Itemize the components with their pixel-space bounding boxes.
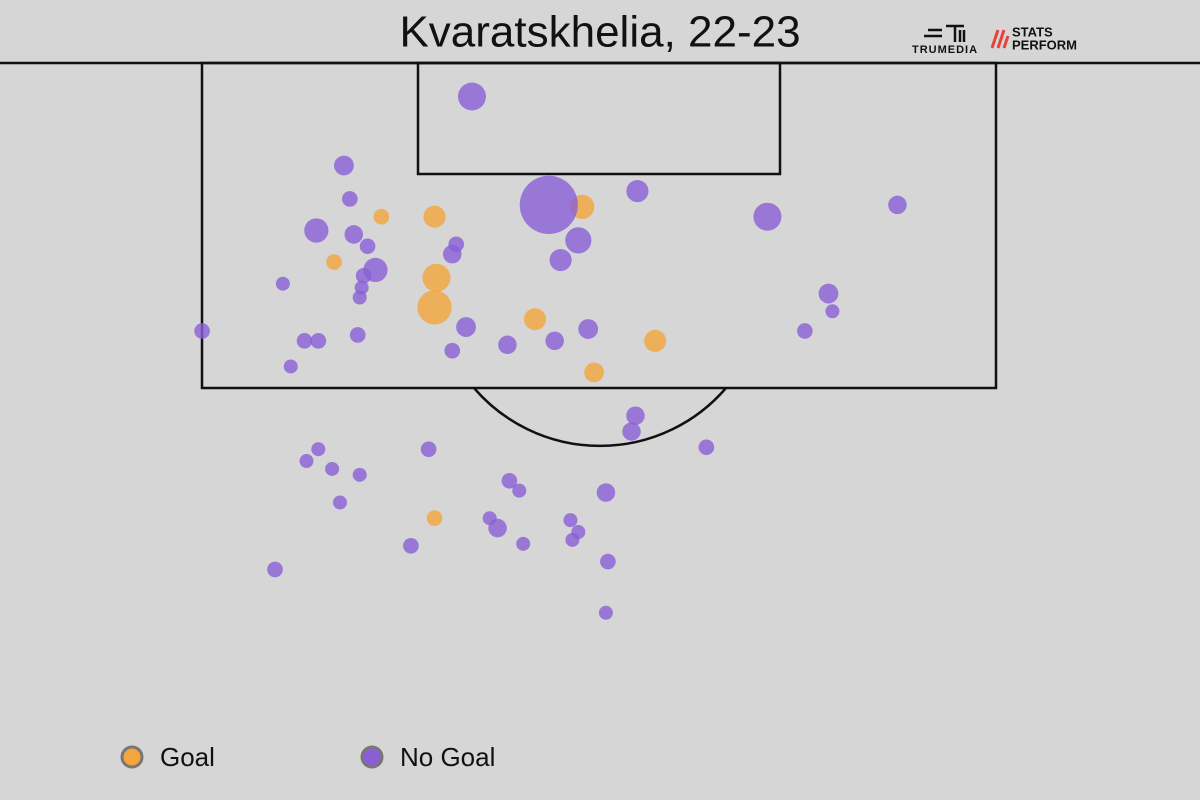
legend-label: No Goal [400,742,495,772]
shots [194,82,907,620]
legend: Goal No Goal [120,742,495,772]
shot [519,175,578,234]
shot [304,218,329,243]
logo-mark [990,29,1010,49]
shot [310,333,327,349]
shot [523,308,547,331]
shot [326,254,342,270]
shot [578,319,599,339]
shot [344,225,364,244]
shot [443,244,462,264]
shot [565,532,580,547]
shot [352,467,367,482]
shot [549,248,572,272]
shot [325,461,340,476]
shot [622,422,641,441]
shot [444,342,461,359]
shot [596,483,616,502]
shot [417,290,452,325]
shot [420,441,437,458]
shot [598,605,613,620]
stats-perform-logo: STATS PERFORM [990,24,1077,52]
shot [423,205,446,228]
logo-mark [924,24,966,42]
shot [456,317,476,337]
shot [565,227,592,254]
shot [545,331,564,351]
shot [797,323,813,339]
logo-text: STATS [1012,24,1053,39]
shot [359,238,376,255]
shot [584,362,604,383]
shot [426,510,443,527]
logo-text: PERFORM [1012,37,1077,52]
shot [275,276,290,291]
shot [626,406,645,425]
shot [644,329,667,352]
shot [373,208,390,225]
shot [299,454,314,469]
legend-marker [360,745,384,769]
shot [825,304,840,319]
legend-label: Goal [160,742,215,772]
shot [194,323,210,339]
shot [563,513,578,528]
shot [296,333,313,349]
logo-text: TRUMEDIA [912,44,978,56]
chart-title: Kvaratskhelia, 22-23 [399,8,800,57]
shot [283,359,298,374]
shot [516,536,531,551]
shot [355,267,372,284]
shot [422,263,451,292]
shot [698,439,715,456]
shot [332,495,347,510]
shot [488,518,507,538]
shot [342,191,358,207]
shot [626,180,649,203]
shot [352,290,367,305]
shot [311,442,326,457]
shot [512,483,527,498]
shot [349,327,366,343]
shot [501,472,518,489]
shot [334,155,354,176]
trumedia-logo: TRUMEDIA [912,24,978,56]
shot [267,561,283,578]
penalty-arc [473,387,727,448]
shot [403,537,419,554]
shot [818,283,839,304]
shot [753,202,782,231]
shot [600,553,616,570]
six-yard-box [416,61,782,176]
shot [888,195,907,215]
legend-marker [120,745,144,769]
shot [457,82,486,111]
shot [498,335,517,355]
